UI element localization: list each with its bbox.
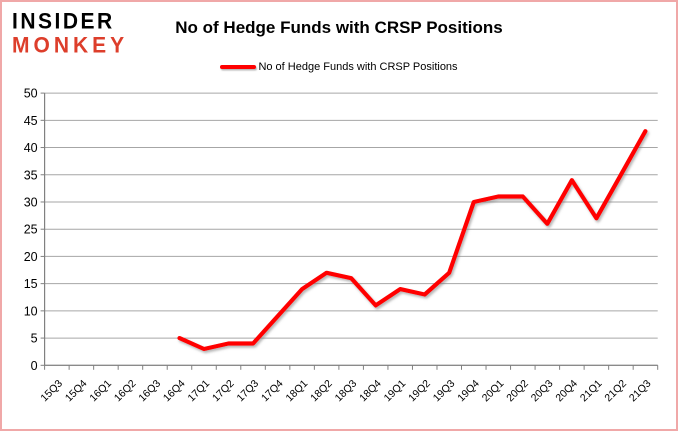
x-tick-label: 19Q1: [382, 378, 409, 405]
x-tick-label: 17Q3: [235, 378, 262, 405]
insider-monkey-logo: INSIDER MONKEY: [12, 9, 129, 58]
y-tick-label: 5: [31, 332, 38, 346]
legend-line-swatch: [220, 65, 257, 69]
x-tick-label: 17Q4: [259, 378, 286, 405]
x-tick-label: 17Q1: [185, 378, 212, 405]
y-tick-label: 0: [31, 359, 38, 373]
x-tick-label: 16Q2: [112, 378, 139, 405]
logo-insider-text: INSIDER: [12, 9, 115, 34]
x-tick-label: 21Q3: [627, 378, 654, 405]
x-tick-label: 16Q3: [136, 378, 163, 405]
x-tick-label: 18Q2: [308, 378, 335, 405]
x-tick-label: 20Q1: [480, 378, 507, 405]
y-tick-label: 30: [24, 195, 38, 209]
x-tick-label: 16Q4: [161, 378, 188, 405]
y-tick-label: 10: [24, 304, 38, 318]
x-tick-label: 20Q4: [553, 378, 580, 405]
x-tick-label: 20Q3: [529, 378, 556, 405]
x-tick-label: 18Q3: [333, 378, 360, 405]
y-tick-label: 45: [24, 114, 38, 128]
y-tick-label: 15: [24, 277, 38, 291]
y-tick-label: 25: [24, 223, 38, 237]
x-tick-label: 21Q2: [602, 378, 629, 405]
y-tick-label: 50: [24, 87, 38, 101]
x-tick-label: 17Q2: [210, 378, 237, 405]
legend-label: No of Hedge Funds with CRSP Positions: [258, 61, 458, 73]
series-line: [177, 129, 648, 352]
x-tick-label: 18Q1: [284, 378, 311, 405]
x-tick-label: 15Q4: [63, 378, 90, 405]
y-tick-label: 20: [24, 250, 38, 264]
x-tick-label: 19Q2: [406, 378, 433, 405]
logo-monkey-text: MONKEY: [12, 33, 129, 58]
x-tick-label: 16Q1: [87, 378, 114, 405]
x-tick-label: 19Q4: [455, 378, 482, 405]
x-tick-label: 19Q3: [431, 378, 458, 405]
x-tick-label: 20Q2: [504, 378, 531, 405]
x-tick-label: 21Q1: [578, 378, 605, 405]
chart-title: No of Hedge Funds with CRSP Positions: [175, 18, 503, 37]
x-tick-label: 15Q3: [38, 378, 65, 405]
y-tick-label: 40: [24, 141, 38, 155]
x-tick-label: 18Q4: [357, 378, 384, 405]
chart-legend: No of Hedge Funds with CRSP Positions: [2, 61, 676, 73]
y-tick-label: 35: [24, 168, 38, 182]
